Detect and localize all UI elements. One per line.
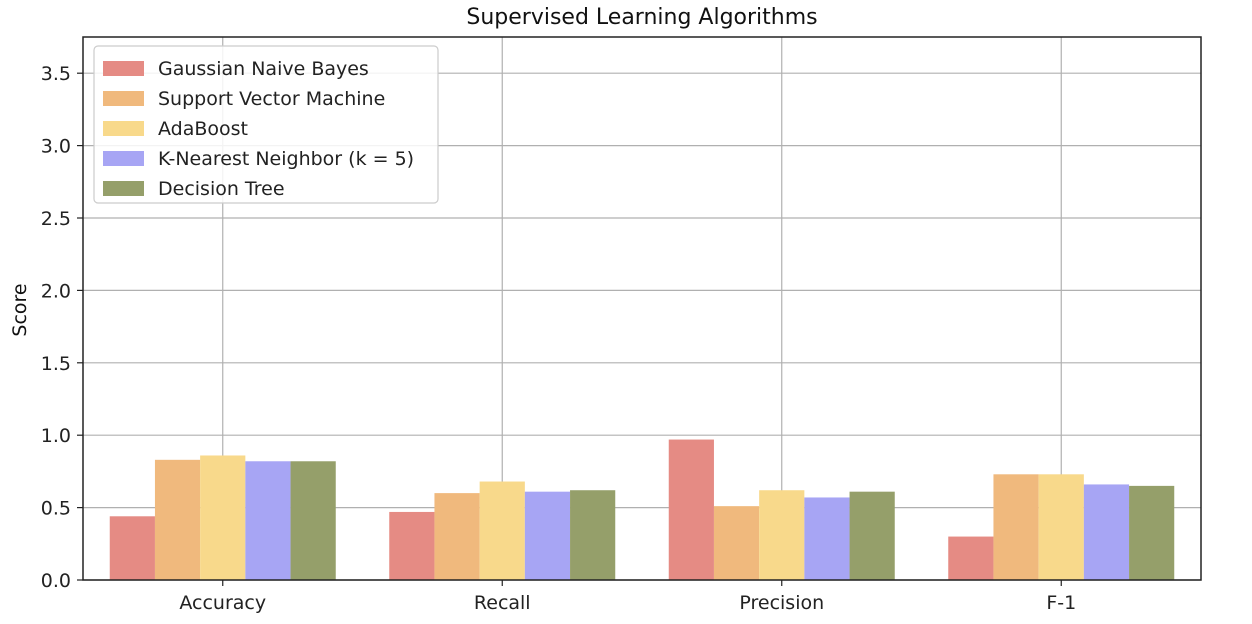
bar	[200, 455, 246, 580]
x-tick-label: Recall	[474, 592, 531, 614]
y-tick-label: 2.5	[41, 208, 71, 230]
bar	[479, 481, 525, 580]
bar	[434, 493, 480, 580]
legend-swatch	[103, 151, 144, 166]
bar	[849, 491, 895, 580]
legend-label: AdaBoost	[158, 118, 248, 140]
bar	[1038, 474, 1084, 580]
bar	[759, 490, 805, 580]
bar	[570, 490, 616, 580]
legend-swatch	[103, 121, 144, 136]
y-axis-title: Score	[9, 283, 31, 336]
x-tick-label: F-1	[1046, 592, 1076, 614]
legend-label: Support Vector Machine	[158, 88, 385, 110]
bar	[993, 474, 1039, 580]
bar	[290, 461, 336, 580]
y-axis: 0.0 0.5 1.0 1.5 2.0 2.5 3.0 3.5	[41, 63, 83, 592]
legend-label: K-Nearest Neighbor (k = 5)	[158, 148, 414, 170]
chart-title: Supervised Learning Algorithms	[466, 5, 817, 30]
legend: Gaussian Naive Bayes Support Vector Machi…	[93, 45, 439, 204]
plot-frame	[82, 36, 1202, 581]
legend-swatch	[103, 91, 144, 106]
bars	[109, 439, 1175, 580]
y-tick-label: 1.0	[41, 425, 71, 447]
legend-box	[93, 45, 439, 204]
bar	[804, 497, 850, 580]
bar	[109, 516, 155, 580]
bar	[948, 536, 994, 580]
x-tick-label: Precision	[739, 592, 824, 614]
legend-swatch	[103, 181, 144, 196]
y-tick-label: 3.5	[41, 63, 71, 85]
legend-label: Decision Tree	[158, 178, 285, 200]
legend-label: Gaussian Naive Bayes	[158, 58, 369, 80]
bar	[245, 461, 291, 580]
legend-swatch	[103, 61, 144, 76]
y-tick-label: 1.5	[41, 353, 71, 375]
bar	[389, 511, 435, 580]
y-tick-label: 3.0	[41, 136, 71, 158]
bar	[1129, 485, 1175, 580]
bar	[154, 459, 201, 580]
y-tick-label: 2.0	[41, 280, 71, 302]
y-tick-label: 0.0	[41, 570, 71, 592]
x-axis: Accuracy Recall Precision F-1	[179, 580, 1076, 614]
bar	[668, 439, 714, 580]
bar	[1083, 484, 1130, 580]
bar	[524, 491, 571, 580]
bar	[713, 506, 760, 580]
y-tick-label: 0.5	[41, 498, 71, 520]
x-tick-label: Accuracy	[179, 592, 266, 614]
